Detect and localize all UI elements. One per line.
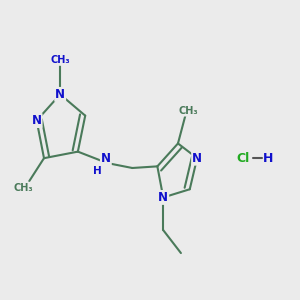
Text: CH₃: CH₃ <box>178 106 198 116</box>
Text: N: N <box>101 152 111 165</box>
Text: CH₃: CH₃ <box>50 55 70 65</box>
Text: CH₃: CH₃ <box>14 183 33 193</box>
Text: N: N <box>32 114 42 127</box>
Text: Cl: Cl <box>236 152 249 165</box>
Text: N: N <box>55 88 65 101</box>
Text: H: H <box>93 166 101 176</box>
Text: N: N <box>192 152 202 165</box>
Text: N: N <box>158 191 168 204</box>
Text: H: H <box>262 152 273 165</box>
